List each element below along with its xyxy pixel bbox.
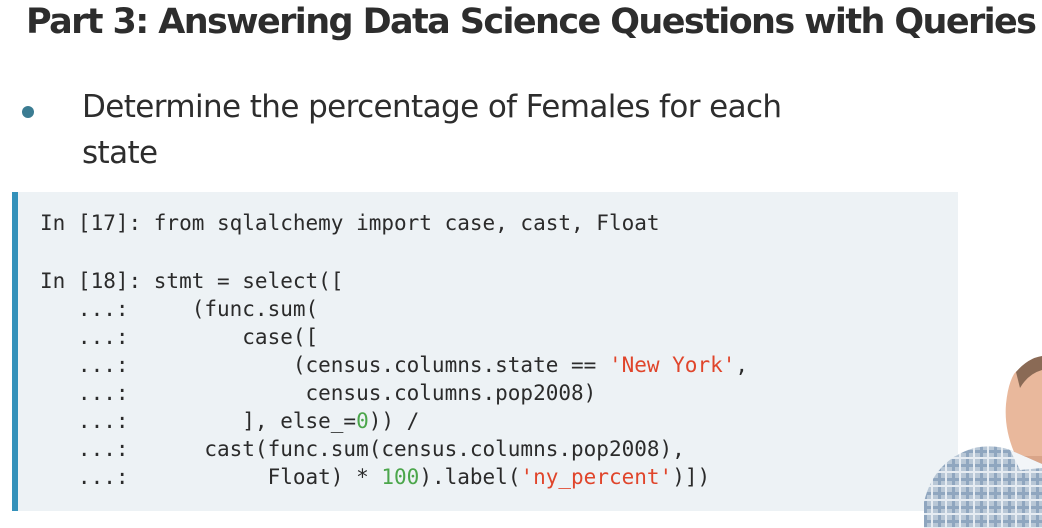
presenter-icon bbox=[924, 356, 1042, 528]
code-line-pop2008: ...: census.columns.pop2008) bbox=[40, 381, 597, 405]
code-token: ).label( bbox=[419, 465, 521, 489]
bullet-dot-icon bbox=[22, 106, 34, 118]
code-block: In [17]: from sqlalchemy import case, ca… bbox=[12, 192, 958, 511]
code-token: , bbox=[735, 353, 749, 377]
code-string-token: 'New York' bbox=[608, 353, 736, 377]
code-line-else: ...: ], else_=0)) / bbox=[40, 407, 419, 435]
code-line-cast: ...: cast(func.sum(census.columns.pop200… bbox=[40, 437, 685, 461]
code-line-func-sum: ...: (func.sum( bbox=[40, 297, 319, 321]
code-token: ...: (census.columns.state == bbox=[40, 353, 609, 377]
code-number-token: 0 bbox=[356, 409, 369, 433]
code-number-token: 100 bbox=[381, 465, 420, 489]
code-line-import: In [17]: from sqlalchemy import case, ca… bbox=[40, 211, 660, 235]
presenter-video-thumbnail bbox=[924, 352, 1042, 528]
code-line-label: ...: Float) * 100).label('ny_percent')]) bbox=[40, 463, 710, 491]
code-line-stmt: In [18]: stmt = select([ bbox=[40, 269, 344, 293]
code-token: )]) bbox=[672, 465, 711, 489]
code-token: ...: Float) * bbox=[40, 465, 382, 489]
slide-title: Part 3: Answering Data Science Questions… bbox=[26, 2, 1037, 42]
code-token: ...: ], else_= bbox=[40, 409, 357, 433]
code-string-token: 'ny_percent' bbox=[520, 465, 673, 489]
code-line-case: ...: case([ bbox=[40, 325, 319, 349]
code-token: )) / bbox=[368, 409, 420, 433]
code-line-state-condition: ...: (census.columns.state == 'New York'… bbox=[40, 351, 748, 379]
bullet-text: Determine the percentage of Females for … bbox=[82, 89, 782, 171]
